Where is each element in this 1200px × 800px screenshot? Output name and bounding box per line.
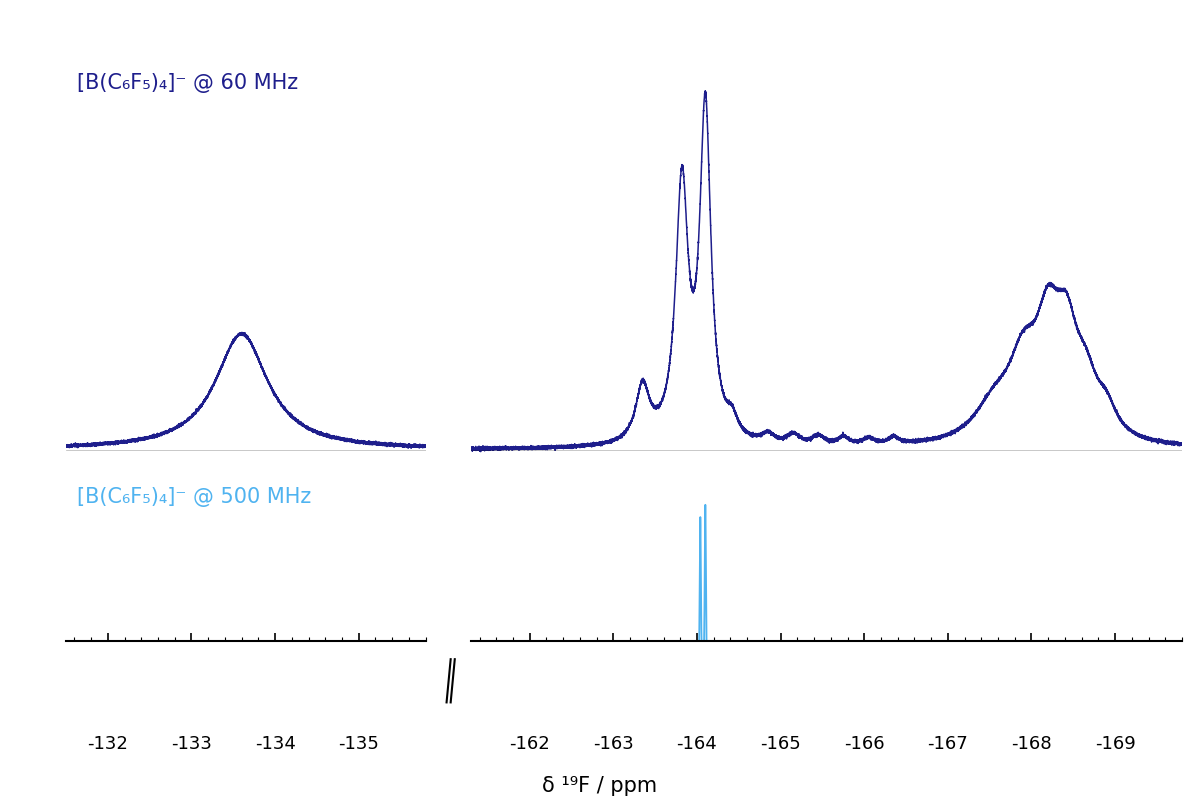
Text: δ ¹⁹F / ppm: δ ¹⁹F / ppm <box>542 776 658 796</box>
Text: [B(C₆F₅)₄]⁻ @ 500 MHz: [B(C₆F₅)₄]⁻ @ 500 MHz <box>77 487 311 507</box>
Text: [B(C₆F₅)₄]⁻ @ 60 MHz: [B(C₆F₅)₄]⁻ @ 60 MHz <box>77 73 298 93</box>
